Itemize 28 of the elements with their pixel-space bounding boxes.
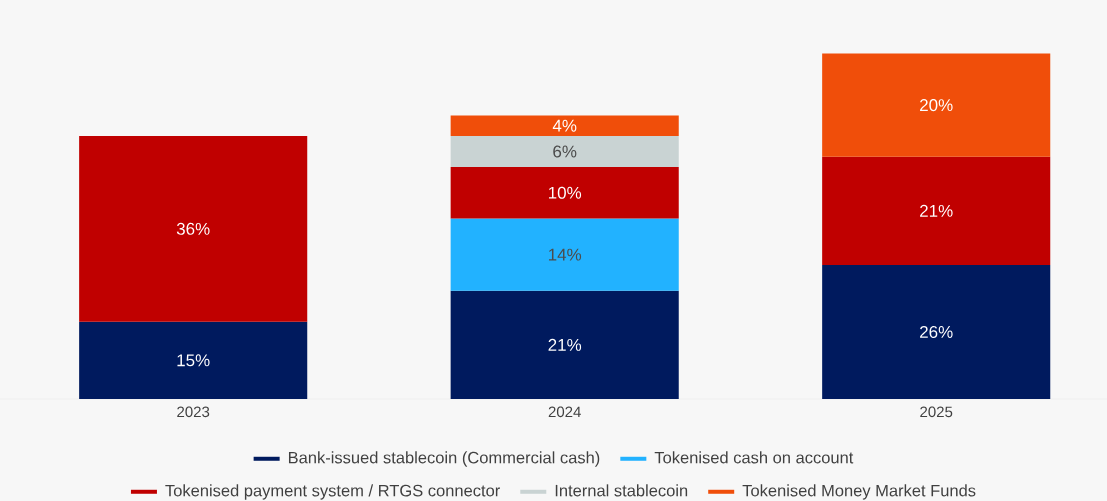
bar bbox=[822, 156, 1051, 265]
data-label: 36% bbox=[176, 222, 210, 235]
x-tick-label: 2024 bbox=[548, 406, 581, 418]
data-label: 14% bbox=[548, 248, 582, 261]
bar bbox=[450, 218, 679, 291]
data-label: 6% bbox=[553, 145, 577, 158]
bar bbox=[79, 321, 308, 399]
data-label: 4% bbox=[552, 119, 577, 132]
data-label: 20% bbox=[920, 99, 953, 112]
bar bbox=[822, 53, 1051, 157]
legend-label: Bank-issued stablecoin (Commercial cash) bbox=[288, 451, 600, 467]
data-label: 21% bbox=[920, 204, 953, 217]
data-label: 21% bbox=[548, 338, 582, 351]
legend-label: Internal stablecoin bbox=[555, 484, 688, 497]
bar bbox=[79, 136, 308, 322]
bar bbox=[450, 136, 679, 167]
data-label: 10% bbox=[548, 186, 582, 199]
data-label: 15% bbox=[177, 354, 210, 367]
bar bbox=[450, 290, 679, 399]
x-tick-label: 2023 bbox=[177, 406, 210, 418]
legend-label: Tokenised payment system / RTGS connector bbox=[165, 484, 500, 500]
bar bbox=[450, 166, 679, 219]
legend-label: Tokenised cash on account bbox=[654, 451, 854, 464]
x-tick-label: 2025 bbox=[920, 406, 953, 418]
data-label: 26% bbox=[920, 325, 953, 338]
legend-label: Tokenised Money Market Funds bbox=[742, 484, 976, 500]
bar bbox=[822, 264, 1051, 399]
bar bbox=[450, 115, 679, 137]
